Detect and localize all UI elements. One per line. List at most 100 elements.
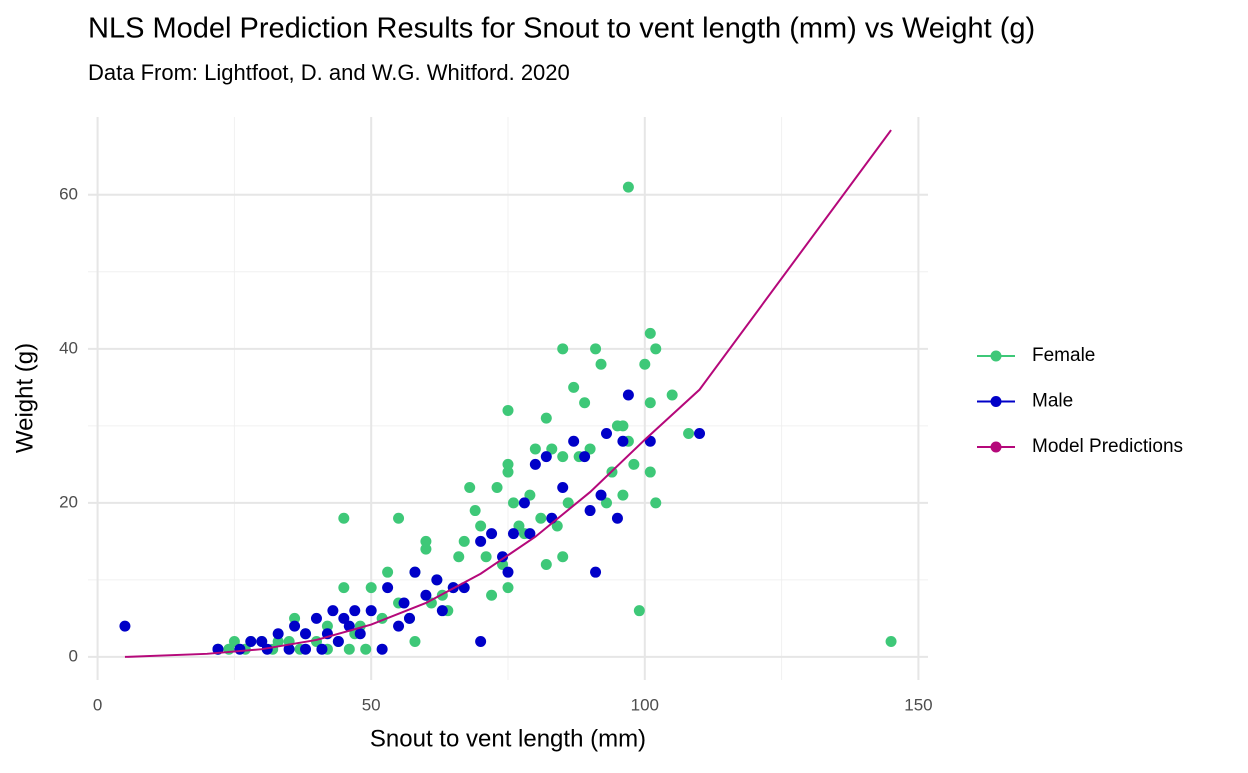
data-point — [584, 443, 596, 455]
data-point — [644, 397, 656, 409]
legend-label: Model Predictions — [1032, 436, 1183, 457]
data-point — [256, 635, 268, 647]
data-point — [633, 605, 645, 617]
x-tick-label: 150 — [904, 695, 932, 714]
data-point — [289, 612, 301, 624]
data-point — [551, 520, 563, 532]
data-point — [332, 635, 344, 647]
x-axis-label: Snout to vent length (mm) — [370, 725, 646, 752]
y-tick-label: 40 — [59, 338, 78, 357]
data-point — [486, 528, 498, 540]
data-point — [557, 551, 569, 563]
data-point — [228, 635, 240, 647]
data-point — [562, 497, 574, 509]
data-point — [540, 451, 552, 463]
data-point — [289, 620, 301, 632]
data-point — [518, 497, 530, 509]
data-point — [393, 620, 405, 632]
data-point — [409, 635, 421, 647]
data-point — [644, 466, 656, 478]
data-point — [354, 628, 366, 640]
data-point — [540, 412, 552, 424]
data-point — [272, 628, 284, 640]
data-point — [349, 605, 361, 617]
data-point — [639, 358, 651, 370]
data-point — [584, 505, 596, 517]
data-point — [617, 435, 629, 447]
data-point — [885, 635, 897, 647]
data-point — [453, 551, 465, 563]
data-point — [524, 489, 536, 501]
data-point — [119, 620, 131, 632]
legend-key-point — [990, 441, 1002, 453]
legend-label: Female — [1032, 345, 1095, 366]
legend-key-point — [990, 350, 1002, 362]
data-point — [283, 643, 295, 655]
data-point — [420, 543, 432, 555]
data-point — [683, 428, 695, 440]
data-point — [611, 512, 623, 524]
data-point — [365, 582, 377, 594]
data-point — [502, 566, 514, 578]
data-point — [327, 605, 339, 617]
data-point — [579, 451, 591, 463]
data-point — [557, 451, 569, 463]
data-point — [540, 558, 552, 570]
data-point — [420, 589, 432, 601]
data-point — [425, 597, 437, 609]
data-point — [409, 566, 421, 578]
data-point — [475, 520, 487, 532]
data-point — [436, 605, 448, 617]
data-point — [524, 528, 536, 540]
data-point — [694, 428, 706, 440]
chart-subtitle: Data From: Lightfoot, D. and W.G. Whitfo… — [88, 60, 570, 85]
data-point — [343, 643, 355, 655]
data-point — [338, 512, 350, 524]
data-point — [469, 505, 481, 517]
data-point — [650, 497, 662, 509]
data-point — [617, 489, 629, 501]
data-point — [502, 404, 514, 416]
data-point — [502, 582, 514, 594]
data-point — [513, 520, 525, 532]
data-point — [234, 643, 246, 655]
data-point — [365, 605, 377, 617]
data-point — [310, 612, 322, 624]
y-axis-label: Weight (g) — [11, 343, 38, 453]
data-point — [568, 435, 580, 447]
data-point — [338, 612, 350, 624]
data-point — [338, 582, 350, 594]
data-point — [480, 551, 492, 563]
data-point — [529, 458, 541, 470]
data-point — [601, 497, 613, 509]
data-point — [595, 358, 607, 370]
data-point — [272, 635, 284, 647]
data-point — [622, 181, 634, 193]
x-tick-label: 50 — [362, 695, 381, 714]
data-point — [507, 497, 519, 509]
data-point — [475, 535, 487, 547]
legend-key-point — [990, 396, 1002, 407]
data-point — [245, 635, 257, 647]
data-point — [617, 420, 629, 432]
data-point — [666, 389, 678, 401]
data-point — [486, 589, 498, 601]
data-point — [529, 443, 541, 455]
data-point — [431, 574, 443, 586]
x-tick-label: 0 — [93, 695, 102, 714]
data-point — [382, 566, 394, 578]
data-point — [507, 528, 519, 540]
data-point — [491, 481, 503, 493]
data-point — [595, 489, 607, 501]
data-point — [502, 466, 514, 478]
y-tick-label: 20 — [59, 492, 78, 511]
data-point — [398, 597, 410, 609]
x-tick-label: 100 — [631, 695, 659, 714]
data-point — [393, 512, 405, 524]
data-point — [300, 643, 312, 655]
data-point — [464, 481, 476, 493]
data-point — [579, 397, 591, 409]
data-point — [622, 389, 634, 401]
data-point — [650, 343, 662, 355]
